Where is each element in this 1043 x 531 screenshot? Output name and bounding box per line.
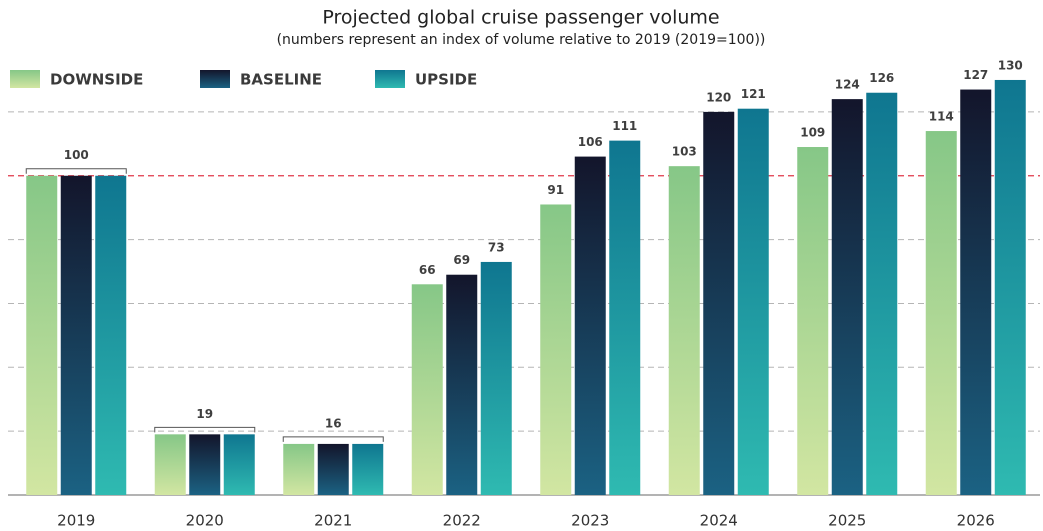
- data-label: 19: [196, 407, 213, 421]
- data-label: 127: [963, 68, 988, 82]
- data-label: 16: [325, 416, 342, 430]
- bar: [831, 99, 863, 495]
- legend-label: DOWNSIDE: [50, 71, 143, 89]
- data-label: 91: [547, 183, 564, 197]
- bar: [540, 204, 572, 496]
- x-tick-label: 2026: [957, 512, 995, 530]
- x-tick-label: 2022: [443, 512, 481, 530]
- chart-subtitle: (numbers represent an index of volume re…: [277, 32, 766, 48]
- legend-swatch: [10, 70, 40, 88]
- x-tick-label: 2023: [571, 512, 609, 530]
- bar: [26, 175, 58, 496]
- label-bracket: [282, 436, 384, 442]
- data-label: 114: [929, 110, 954, 124]
- bar: [283, 443, 315, 495]
- x-tick-label: 2019: [57, 512, 95, 530]
- data-label: 66: [419, 263, 436, 277]
- bar: [703, 111, 735, 495]
- legend-swatch: [375, 70, 405, 88]
- bar: [411, 284, 443, 495]
- chart-title: Projected global cruise passenger volume: [322, 7, 719, 29]
- x-tick-label: 2021: [314, 512, 352, 530]
- bar: [994, 79, 1026, 496]
- data-label: 111: [612, 119, 637, 133]
- bar: [352, 443, 384, 495]
- data-label: 120: [706, 90, 731, 104]
- bar: [154, 434, 186, 495]
- bar: [925, 131, 957, 496]
- bar: [95, 175, 127, 496]
- x-tick-label: 2020: [186, 512, 224, 530]
- bar: [317, 443, 349, 495]
- bar: [574, 156, 606, 495]
- legend-label: UPSIDE: [415, 71, 477, 89]
- legend-label: BASELINE: [240, 71, 322, 89]
- x-tick-label: 2025: [828, 512, 866, 530]
- legend-swatch: [200, 70, 230, 88]
- bar: [223, 434, 255, 495]
- bar: [446, 274, 478, 495]
- bar: [60, 175, 92, 496]
- bar: [737, 108, 769, 496]
- x-tick-label: 2024: [700, 512, 738, 530]
- data-label: 69: [453, 253, 470, 267]
- data-label: 100: [64, 148, 89, 162]
- bar: [189, 434, 221, 495]
- bar: [960, 89, 992, 495]
- label-bracket: [25, 168, 127, 174]
- bar: [797, 147, 829, 496]
- bar: [480, 261, 512, 495]
- bar: [668, 166, 700, 495]
- bar: [609, 140, 641, 495]
- data-label: 130: [998, 58, 1023, 72]
- label-bracket: [154, 426, 256, 433]
- data-label: 73: [488, 240, 505, 254]
- bar: [866, 92, 898, 495]
- data-label: 103: [672, 145, 697, 159]
- data-label: 109: [800, 126, 825, 140]
- data-label: 106: [578, 135, 603, 149]
- data-label: 121: [741, 87, 766, 101]
- data-label: 126: [869, 71, 894, 85]
- data-label: 124: [835, 78, 860, 92]
